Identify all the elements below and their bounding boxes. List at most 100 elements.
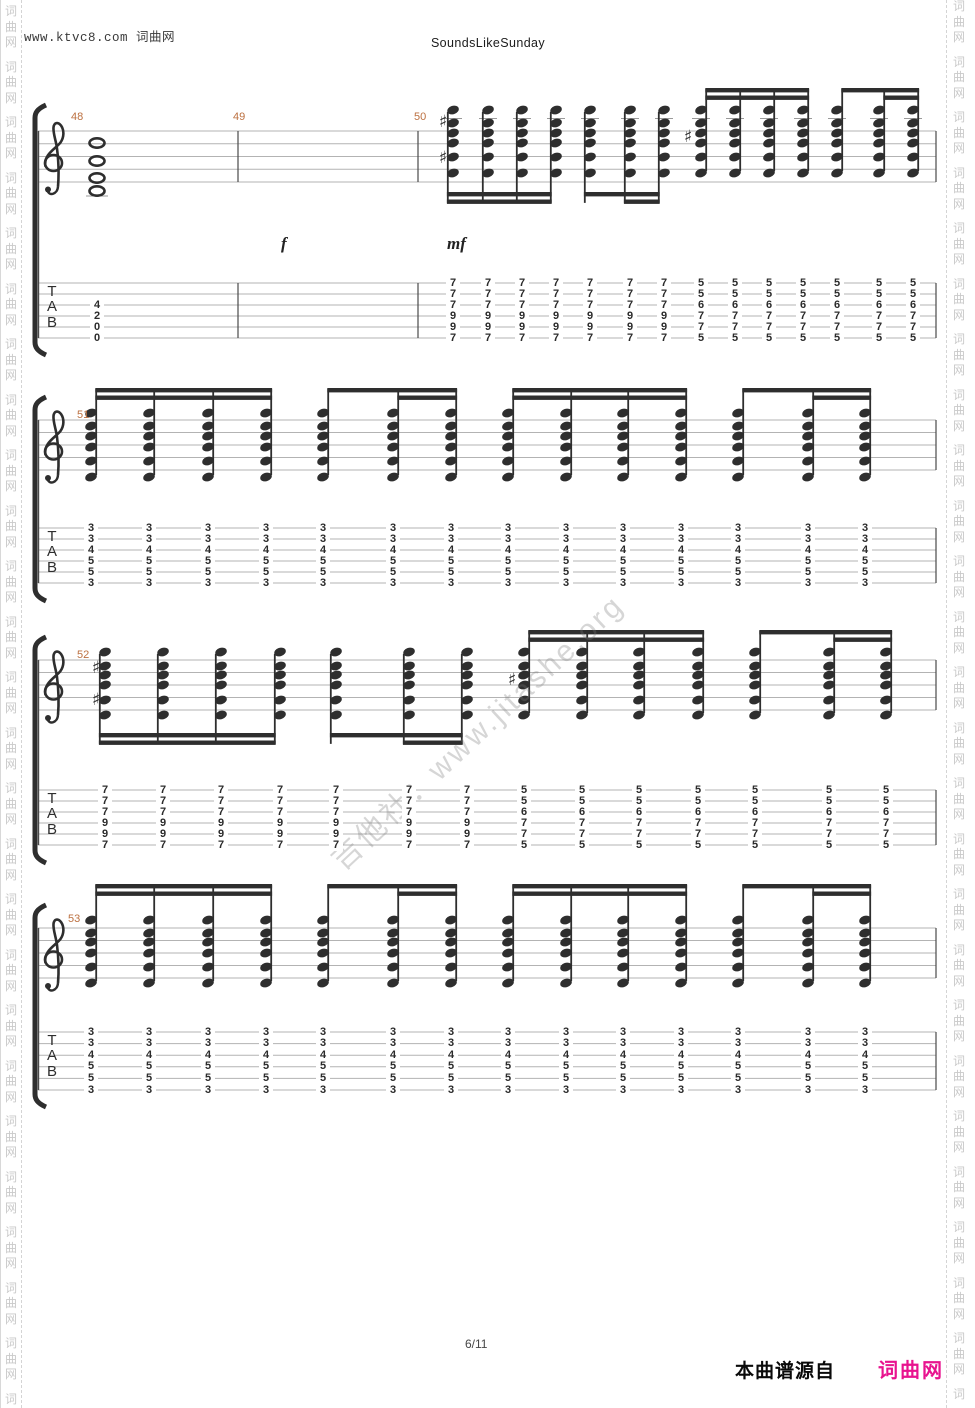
tab-fret-number: 5 <box>386 1061 400 1073</box>
tab-clef-letter: T <box>47 1032 57 1049</box>
tab-fret-number: 3 <box>444 577 458 589</box>
tab-fret-number: 7 <box>481 299 495 311</box>
tab-fret-number: 3 <box>142 522 156 534</box>
left-edge-watermark-char: 词 <box>4 503 17 518</box>
left-edge-watermark-char: 网 <box>4 257 17 271</box>
tab-fret-number: 3 <box>316 1084 330 1096</box>
tab-fret-number: 3 <box>259 1084 273 1096</box>
tab-fret-number: 7 <box>329 795 343 807</box>
tab-fret-number: 7 <box>481 332 495 344</box>
tab-fret-number: 5 <box>142 1061 156 1073</box>
dynamic-marking: mf <box>447 234 466 253</box>
tab-fret-number: 7 <box>460 839 474 851</box>
tab-fret-number: 5 <box>830 277 844 289</box>
tab-fret-number: 7 <box>872 321 886 333</box>
left-edge-watermark-char: 词 <box>4 892 17 906</box>
tab-fret-number: 5 <box>691 784 705 796</box>
tab-fret-number: 3 <box>386 1026 400 1038</box>
tab-fret-number: 5 <box>694 332 708 344</box>
tab-clef-letter: T <box>47 790 57 807</box>
measure-number: 48 <box>71 111 84 123</box>
left-edge-watermark-char: 词 <box>4 392 17 407</box>
right-edge-watermark-char: 曲 <box>952 569 965 584</box>
left-edge-watermark-char: 网 <box>4 1256 17 1270</box>
tab-fret-number: 7 <box>623 299 637 311</box>
left-edge-watermark-char: 曲 <box>4 907 17 922</box>
tab-fret-number: 5 <box>858 1072 872 1084</box>
tab-fret-number: 5 <box>316 1072 330 1084</box>
tab-fret-number: 5 <box>142 555 156 567</box>
measure-number: 49 <box>233 111 246 123</box>
tab-fret-number: 7 <box>515 288 529 300</box>
tab-fret-number: 4 <box>731 1049 745 1061</box>
tab-fret-number: 7 <box>657 277 671 289</box>
tab-fret-number: 3 <box>444 1026 458 1038</box>
tab-fret-number: 3 <box>616 1084 630 1096</box>
measure-number: 51 <box>77 409 90 421</box>
tab-fret-number: 7 <box>748 817 762 829</box>
tab-fret-number: 5 <box>632 839 646 851</box>
left-edge-watermark-char: 网 <box>4 978 17 993</box>
tab-fret-number: 7 <box>156 806 170 818</box>
tab-fret-number: 3 <box>801 1084 815 1096</box>
tab-fret-number: 7 <box>623 277 637 289</box>
tab-fret-number: 9 <box>329 817 343 829</box>
right-edge-watermark-char: 网 <box>952 252 965 266</box>
tab-fret-number: 4 <box>616 544 630 556</box>
tab-fret-number: 7 <box>156 795 170 807</box>
tab-clef-letter: B <box>46 558 57 576</box>
tab-fret-number: 4 <box>142 1049 156 1061</box>
tab-fret-number: 3 <box>731 1038 745 1050</box>
right-edge-watermark-char: 词 <box>952 165 965 180</box>
right-edge-watermark-char: 网 <box>952 85 965 100</box>
left-edge-watermark-char: 词 <box>4 337 17 351</box>
tab-fret-number: 9 <box>214 817 228 829</box>
left-edge-watermark-char: 网 <box>4 1200 17 1215</box>
tab-fret-number: 5 <box>84 1072 98 1084</box>
tab-fret-number: 3 <box>801 1038 815 1050</box>
footer-brand-link[interactable]: 词曲网 <box>878 1360 944 1382</box>
right-edge-dashed-line <box>946 0 947 1408</box>
tab-fret-number: 7 <box>446 332 460 344</box>
tab-fret-number: 3 <box>316 577 330 589</box>
tab-fret-number: 7 <box>583 277 597 289</box>
tab-fret-number: 3 <box>616 1038 630 1050</box>
left-edge-watermark-char: 曲 <box>4 852 17 866</box>
tab-fret-number: 7 <box>460 795 474 807</box>
tab-fret-number: 3 <box>501 533 515 545</box>
right-edge-watermark-char: 词 <box>952 1053 965 1068</box>
left-edge-watermark-char: 词 <box>4 281 17 296</box>
tab-clef-letter: A <box>46 805 57 823</box>
tab-fret-number: 5 <box>822 784 836 796</box>
right-edge-watermark-char: 网 <box>952 862 965 877</box>
right-edge-watermark-char: 词 <box>952 1275 965 1290</box>
tab-fret-number: 2 <box>90 310 104 322</box>
right-edge-watermark-char: 网 <box>952 918 965 932</box>
right-edge-watermark-char: 网 <box>952 474 965 488</box>
tab-fret-number: 5 <box>316 1061 330 1073</box>
tab-fret-number: 7 <box>214 839 228 851</box>
right-edge-watermark-char: 曲 <box>952 1346 965 1361</box>
left-edge-watermark-char: 曲 <box>4 408 17 422</box>
tab-fret-number: 3 <box>316 522 330 534</box>
right-edge-watermark-char: 曲 <box>952 125 965 140</box>
left-edge-watermark-char: 曲 <box>4 297 17 311</box>
right-edge-watermark-char: 词 <box>952 498 965 513</box>
tab-fret-number: 9 <box>460 828 474 840</box>
right-edge-watermark-char: 曲 <box>952 458 965 473</box>
tab-fret-number: 5 <box>616 555 630 567</box>
tab-fret-number: 5 <box>674 566 688 578</box>
tab-fret-number: 7 <box>214 795 228 807</box>
tab-fret-number: 7 <box>273 806 287 818</box>
tab-fret-number: 9 <box>446 321 460 333</box>
tab-fret-number: 5 <box>316 566 330 578</box>
left-edge-watermark-char: 网 <box>4 756 17 771</box>
tab-fret-number: 5 <box>796 332 810 344</box>
left-edge-watermark-char: 曲 <box>4 1351 17 1366</box>
right-edge-watermark-char: 词 <box>952 0 965 13</box>
tab-fret-number: 3 <box>201 533 215 545</box>
tab-fret-number: 7 <box>460 784 474 796</box>
right-edge-watermark-char: 网 <box>952 1306 965 1321</box>
tab-fret-number: 7 <box>549 288 563 300</box>
tab-fret-number: 9 <box>481 310 495 322</box>
